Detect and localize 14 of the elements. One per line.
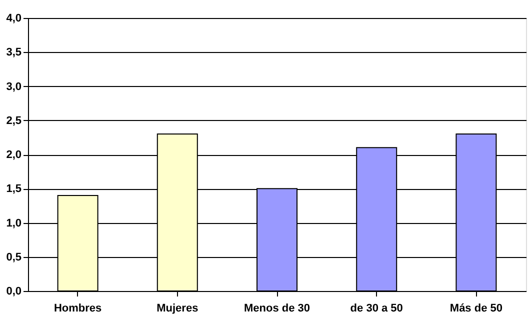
y-tick-label: 0,5 [6, 251, 22, 264]
y-tick-label: 4,0 [6, 12, 22, 24]
y-tick-label: 3,0 [6, 80, 22, 93]
y-tick-label: 0,0 [6, 286, 22, 298]
y-tick-label: 2,0 [6, 149, 22, 161]
y-tick-label: 3,5 [6, 46, 22, 59]
x-tick-label: Hombres [54, 302, 102, 314]
y-tick-label: 1,0 [6, 217, 22, 230]
x-tick-label: Menos de 30 [244, 302, 310, 314]
x-tick-label: Mujeres [156, 302, 198, 314]
x-tick-label: Más de 50 [450, 302, 502, 314]
y-tick-label: 1,5 [6, 183, 22, 196]
y-tick-label: 2,5 [6, 114, 22, 127]
x-tick-label: de 30 a 50 [350, 302, 403, 314]
